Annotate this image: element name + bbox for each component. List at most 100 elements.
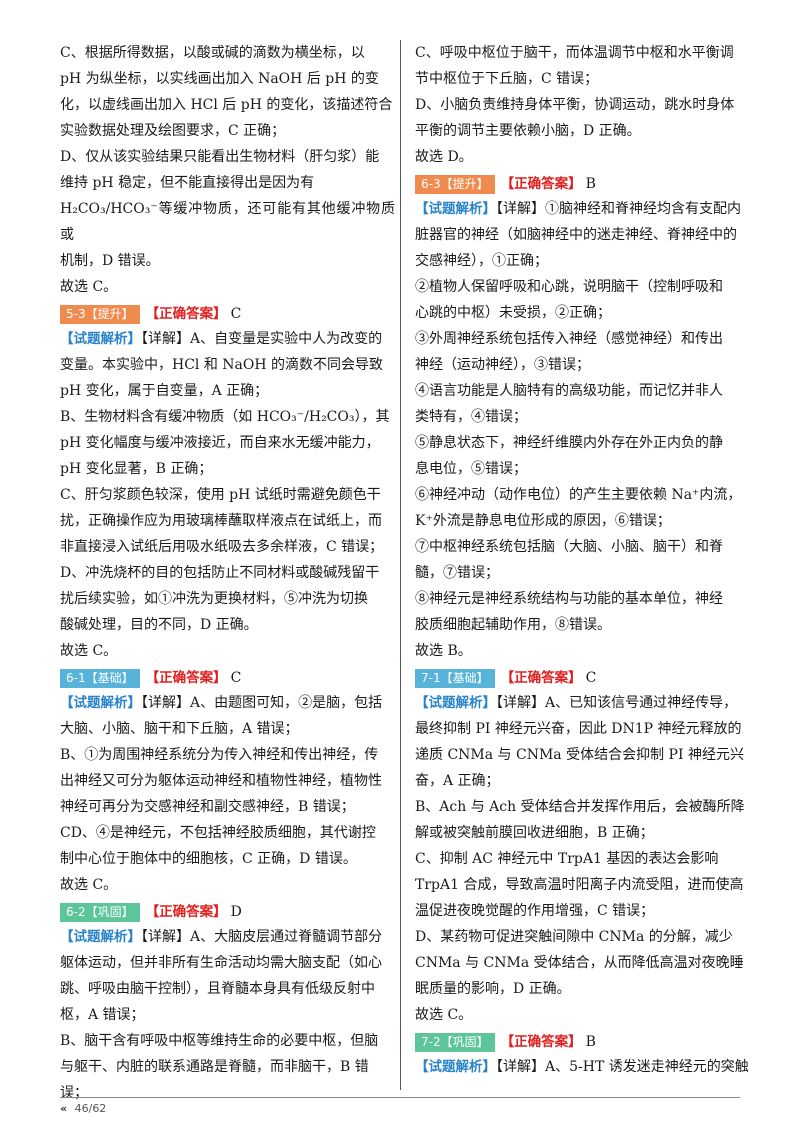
analysis-label: 【试题解析】 <box>60 331 141 347</box>
text-line: ⑥神经冲动（动作电位）的产生主要依赖 Na⁺内流， <box>415 487 742 503</box>
text-line: B、Ach 与 Ach 受体结合并发挥作用后，会被酶所降 <box>415 799 745 815</box>
text-line: C、呼吸中枢位于脑干，而体温调节中枢和水平衡调 <box>415 45 734 61</box>
text-line: 机制，D 错误。 <box>60 253 160 269</box>
text-line: 最终抑制 PI 神经元兴奋，因此 DN1P 神经元释放的 <box>415 721 742 737</box>
text-line: 制中心位于胞体中的细胞核，C 正确，D 错误。 <box>60 851 357 867</box>
text-line: 平衡的调节主要依赖小脑，D 正确。 <box>415 123 641 139</box>
text-line: 解或被突触前膜回收进细胞，B 正确； <box>415 825 654 841</box>
text-line: 递质 CNMa 与 CNMa 受体结合会抑制 PI 神经元兴 <box>415 747 744 763</box>
analysis-line: 【试题解析】【详解】A、自变量是实验中人为改变的 <box>60 326 395 352</box>
answer-label: 【正确答案】 <box>145 306 227 322</box>
text-line: 扰，正确操作应为用玻璃棒蘸取样液点在试纸上，而 <box>60 513 382 529</box>
text-line: B、①为周围神经系统分为传入神经和传出神经，传 <box>60 747 379 763</box>
text-line: 息电位，⑤错误； <box>415 461 527 477</box>
difficulty-tag: 6-2【巩固】 <box>60 902 140 922</box>
chevron-left-icon: « <box>60 1102 68 1115</box>
text-line: 温促进夜晚觉醒的作用增强，C 错误； <box>415 903 655 919</box>
text-line: pH 为纵坐标，以实线画出加入 NaOH 后 pH 的变 <box>60 71 379 87</box>
text-line: pH 变化，属于自变量，A 正确； <box>60 383 269 399</box>
text-line: 髓，⑦错误； <box>415 565 499 581</box>
answer-label: 【正确答案】 <box>145 904 227 920</box>
right-column: C、呼吸中枢位于脑干，而体温调节中枢和水平衡调 节中枢位于下丘脑，C 错误； D… <box>415 40 750 1080</box>
text-line: 化，以虚线画出加入 HCl 后 pH 的变化，该描述符合 <box>60 97 393 113</box>
text-line: 心跳的中枢）未受损，②正确； <box>415 305 611 321</box>
text-line: ⑤静息状态下，神经纤维膜内外存在外正内负的静 <box>415 435 723 451</box>
text-line: 非直接浸入试纸后用吸水纸吸去多余样液，C 错误； <box>60 539 384 555</box>
analysis-line: 【试题解析】【详解】A、由题图可知，②是脑，包括 <box>60 690 395 716</box>
text-line: C、肝匀浆颜色较深，使用 pH 试纸时需避免颜色干 <box>60 487 381 503</box>
answer-value: B <box>585 176 596 192</box>
text-line: K⁺外流是静息电位形成的原因，⑥错误； <box>415 513 671 529</box>
text-line: D、冲洗烧杯的目的包括防止不同材料或酸碱残留干 <box>60 565 380 581</box>
text-line: 故选 D。 <box>415 149 473 165</box>
text-line: ⑦中枢神经系统包括脑（大脑、小脑、脑干）和脊 <box>415 539 723 555</box>
text-line: 躯体运动，但并非所有生命活动均需大脑支配（如心 <box>60 955 382 971</box>
question-header-5-3: 5-3【提升】 【正确答案】 C <box>60 302 395 326</box>
text-line: 神经（运动神经），③错误； <box>415 357 590 373</box>
text-line: CNMa 与 CNMa 受体结合，从而降低高温对夜晚睡 <box>415 955 744 971</box>
column-divider <box>400 40 401 1090</box>
text-span: 【详解】A、5-HT 诱发迷走神经元的突触 <box>496 1059 749 1075</box>
text-line: D、某药物可促进突触间隙中 CNMa 的分解，减少 <box>415 929 733 945</box>
analysis-label: 【试题解析】 <box>415 1059 496 1075</box>
text-line: C、抑制 AC 神经元中 TrpA1 基因的表达会影响 <box>415 851 719 867</box>
text-line: 脏器官的神经（如脑神经中的迷走神经、脊神经中的 <box>415 227 737 243</box>
analysis-line: 【试题解析】【详解】A、大脑皮层通过脊髓调节部分 <box>60 924 395 950</box>
analysis-label: 【试题解析】 <box>415 695 496 711</box>
text-line: 实验数据处理及绘图要求，C 正确； <box>60 123 286 139</box>
text-line: pH 变化幅度与缓冲液接近，而自来水无缓冲能力， <box>60 435 380 451</box>
answer-label: 【正确答案】 <box>500 176 582 192</box>
text-line: 变量。本实验中，HCl 和 NaOH 的滴数不同会导致 <box>60 357 384 373</box>
text-line: 大脑、小脑、脑干和下丘脑，A 错误； <box>60 721 299 737</box>
question-header-6-2: 6-2【巩固】 【正确答案】 D <box>60 900 395 924</box>
text-line: 节中枢位于下丘脑，C 错误； <box>415 71 599 87</box>
text-line: 胶质细胞起辅助作用，⑧错误。 <box>415 617 611 633</box>
text-line: D、小脑负责维持身体平衡，协调运动，跳水时身体 <box>415 97 735 113</box>
text-line: TrpA1 合成，导致高温时阳离子内流受阻，进而使高 <box>415 877 744 893</box>
text-line: 出神经又可分为躯体运动神经和植物性神经，植物性 <box>60 773 382 789</box>
answer-value: B <box>585 1034 596 1050</box>
text-span: 【详解】A、由题图可知，②是脑，包括 <box>141 695 383 711</box>
analysis-label: 【试题解析】 <box>60 695 141 711</box>
answer-label: 【正确答案】 <box>500 1034 582 1050</box>
text-line: 扰后续实验，如①冲洗为更换材料，⑤冲洗为切换 <box>60 591 368 607</box>
text-span: 【详解】A、大脑皮层通过脊髓调节部分 <box>141 929 383 945</box>
text-line: 故选 C。 <box>60 643 118 659</box>
difficulty-tag: 6-3【提升】 <box>415 174 495 194</box>
text-line: 故选 C。 <box>60 279 118 295</box>
footer-divider <box>60 1097 740 1098</box>
question-header-7-2: 7-2【巩固】 【正确答案】 B <box>415 1030 750 1054</box>
answer-label: 【正确答案】 <box>145 670 227 686</box>
text-line: pH 变化显著，B 正确； <box>60 461 213 477</box>
answer-value: C <box>585 670 597 686</box>
text-line: C、根据所得数据，以酸或碱的滴数为横坐标，以 <box>60 45 365 61</box>
text-line: 故选 C。 <box>60 877 118 893</box>
difficulty-tag: 5-3【提升】 <box>60 304 140 324</box>
text-line: D、仅从该实验结果只能看出生物材料（肝匀浆）能 <box>60 149 380 165</box>
text-line: 酸碱处理，目的不同，D 正确。 <box>60 617 258 633</box>
text-span: 【详解】A、自变量是实验中人为改变的 <box>141 331 383 347</box>
text-line: ④语言功能是人脑特有的高级功能，而记忆并非人 <box>415 383 723 399</box>
text-line: ③外周神经系统包括传入神经（感觉神经）和传出 <box>415 331 723 347</box>
difficulty-tag: 7-2【巩固】 <box>415 1032 495 1052</box>
text-span: 【详解】①脑神经和脊神经均含有支配内 <box>496 201 741 217</box>
analysis-label: 【试题解析】 <box>60 929 141 945</box>
difficulty-tag: 7-1【基础】 <box>415 668 495 688</box>
text-line: 神经可再分为交感神经和副交感神经，B 错误； <box>60 799 355 815</box>
question-header-7-1: 7-1【基础】 【正确答案】 C <box>415 666 750 690</box>
question-header-6-1: 6-1【基础】 【正确答案】 C <box>60 666 395 690</box>
text-line: 类特有，④错误； <box>415 409 527 425</box>
text-line: 维持 pH 稳定，但不能直接得出是因为有 <box>60 175 315 191</box>
text-line: 交感神经），①正确； <box>415 253 548 269</box>
text-line: 跳、呼吸由脑干控制），且脊髓本身具有低级反射中 <box>60 981 375 997</box>
text-span: 【详解】A、已知该信号通过神经传导， <box>496 695 738 711</box>
text-line: B、脑干含有呼吸中枢等维持生命的必要中枢，但脑 <box>60 1033 379 1049</box>
text-line: 枢，A 错误； <box>60 1007 145 1023</box>
text-line: 奋，A 正确； <box>415 773 500 789</box>
answer-value: C <box>230 670 242 686</box>
page-footer: « 46/62 <box>60 1102 106 1115</box>
analysis-label: 【试题解析】 <box>415 201 496 217</box>
answer-label: 【正确答案】 <box>500 670 582 686</box>
text-line: 故选 C。 <box>415 1007 473 1023</box>
